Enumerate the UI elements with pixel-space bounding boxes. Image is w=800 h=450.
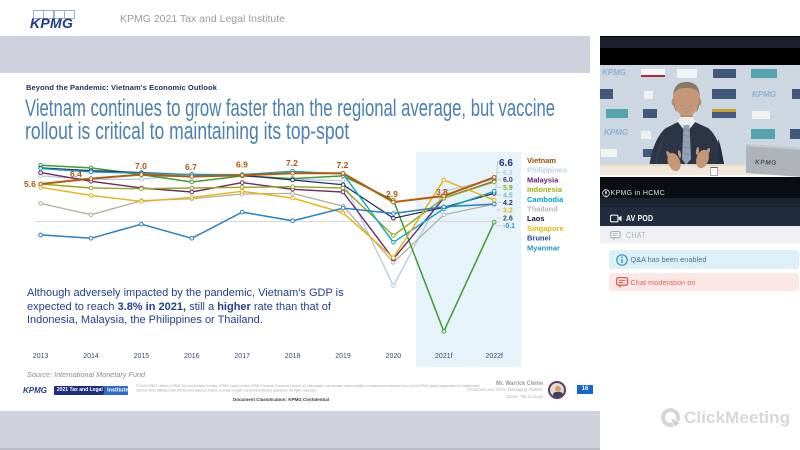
svg-text:6.3: 6.3 — [503, 170, 513, 177]
svg-text:6.7: 6.7 — [185, 162, 197, 172]
svg-text:2.6: 2.6 — [503, 216, 513, 223]
svg-text:Philippines: Philippines — [527, 166, 567, 175]
svg-text:Myanmar: Myanmar — [527, 243, 560, 252]
svg-text:6.9: 6.9 — [236, 160, 248, 170]
svg-text:Indonesia: Indonesia — [527, 185, 563, 194]
svg-text:3.8: 3.8 — [436, 187, 448, 197]
svg-text:2015: 2015 — [134, 353, 150, 360]
svg-text:6.6: 6.6 — [499, 158, 513, 169]
svg-text:4.2: 4.2 — [503, 200, 513, 207]
svg-text:2016: 2016 — [184, 353, 200, 360]
svg-text:Laos: Laos — [527, 214, 545, 223]
svg-text:2013: 2013 — [33, 353, 49, 360]
svg-text:2014: 2014 — [83, 353, 99, 360]
svg-text:6.0: 6.0 — [503, 177, 513, 184]
svg-text:2017: 2017 — [234, 353, 250, 360]
svg-text:-0.1: -0.1 — [503, 223, 515, 230]
svg-text:2019: 2019 — [335, 353, 351, 360]
svg-text:7.0: 7.0 — [135, 161, 147, 171]
svg-text:Cambodia: Cambodia — [527, 195, 564, 204]
svg-text:2018: 2018 — [285, 353, 301, 360]
svg-text:7.2: 7.2 — [337, 160, 349, 170]
svg-text:2.9: 2.9 — [386, 189, 398, 199]
svg-text:5.9: 5.9 — [503, 185, 513, 192]
svg-text:5.6: 5.6 — [24, 179, 36, 189]
svg-text:Thailand: Thailand — [527, 205, 558, 214]
svg-text:7.2: 7.2 — [286, 158, 298, 168]
svg-text:2020: 2020 — [386, 353, 402, 360]
svg-text:Vietnam: Vietnam — [527, 156, 556, 165]
svg-text:Malaysia: Malaysia — [527, 175, 559, 184]
svg-text:Singapore: Singapore — [527, 224, 564, 233]
svg-text:2021f: 2021f — [435, 353, 453, 360]
svg-text:2022f: 2022f — [485, 353, 503, 360]
svg-text:3.2: 3.2 — [503, 208, 513, 215]
svg-text:6.4: 6.4 — [70, 169, 82, 179]
svg-text:Brunei: Brunei — [527, 234, 551, 243]
svg-text:4.5: 4.5 — [503, 193, 513, 200]
